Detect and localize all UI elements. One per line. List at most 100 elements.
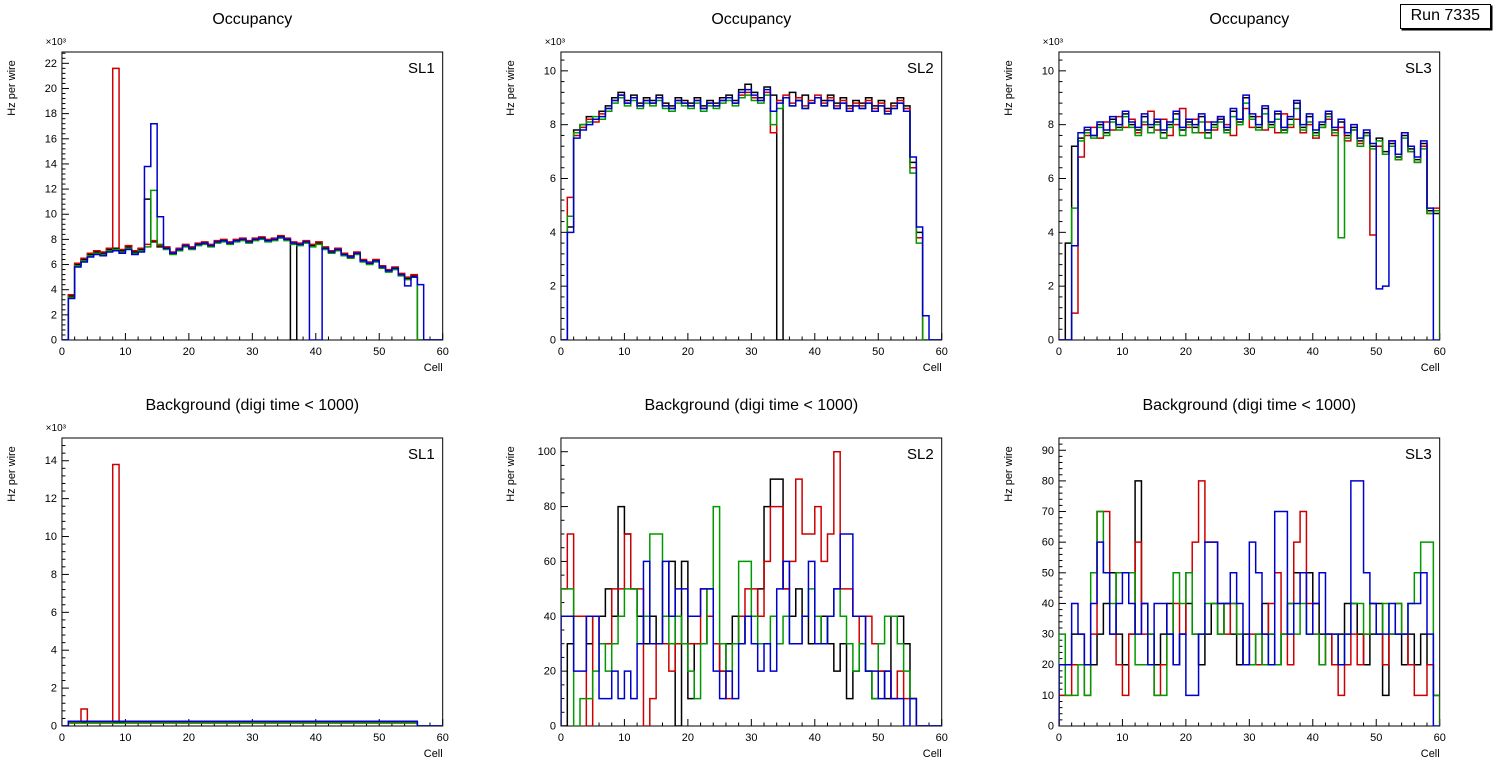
svg-text:6: 6: [550, 173, 556, 185]
svg-text:0: 0: [59, 732, 65, 744]
svg-text:6: 6: [51, 259, 57, 271]
series-red: [1059, 107, 1441, 340]
svg-text:Cell: Cell: [922, 748, 941, 760]
svg-text:30: 30: [246, 346, 258, 358]
svg-text:30: 30: [745, 732, 757, 744]
svg-text:10: 10: [1042, 65, 1054, 77]
svg-text:30: 30: [1244, 732, 1256, 744]
svg-text:60: 60: [543, 556, 555, 568]
series-blue: [560, 533, 942, 726]
svg-text:SL3: SL3: [1405, 60, 1432, 77]
svg-text:40: 40: [543, 611, 555, 623]
svg-text:12: 12: [45, 184, 57, 196]
svg-text:40: 40: [1042, 598, 1054, 610]
svg-text:10: 10: [1117, 732, 1129, 744]
svg-text:20: 20: [45, 83, 57, 95]
svg-text:50: 50: [1042, 567, 1054, 579]
svg-text:4: 4: [1048, 227, 1054, 239]
svg-text:10: 10: [1117, 346, 1129, 358]
svg-text:60: 60: [1042, 537, 1054, 549]
series-red: [560, 91, 942, 340]
svg-text:×10³: ×10³: [46, 423, 67, 434]
svg-text:Cell: Cell: [922, 362, 941, 374]
pad-occupancy-sl3: 0 10 20 30 40 50 60 0 2 4 6 8 10 Occupancy SL3 Cell Hz p…: [997, 0, 1496, 386]
run-label-text: Run 7335: [1410, 7, 1480, 24]
svg-text:20: 20: [183, 732, 195, 744]
svg-text:0: 0: [558, 732, 564, 744]
svg-text:20: 20: [1180, 732, 1192, 744]
svg-text:40: 40: [808, 732, 820, 744]
pad-background-sl1: 0 10 20 30 40 50 60 0 2 4 6 8 10 12 14 Background (digi…: [0, 386, 499, 772]
svg-text:Hz per wire: Hz per wire: [6, 60, 18, 116]
svg-text:50: 50: [373, 346, 385, 358]
series-red: [560, 450, 942, 726]
svg-text:10: 10: [618, 346, 630, 358]
svg-text:20: 20: [1042, 659, 1054, 671]
svg-text:10: 10: [543, 65, 555, 77]
svg-text:2: 2: [51, 683, 57, 695]
svg-text:10: 10: [45, 209, 57, 221]
svg-text:60: 60: [1434, 732, 1446, 744]
series-black: [1059, 97, 1441, 340]
svg-text:12: 12: [45, 493, 57, 505]
svg-text:0: 0: [558, 346, 564, 358]
chart-svg-sl1-3: 0 10 20 30 40 50 60 0 2 4 6 8 10 12 14 Background (digi…: [6, 397, 449, 760]
svg-text:2: 2: [1048, 281, 1054, 293]
svg-text:16: 16: [45, 133, 57, 145]
svg-text:SL3: SL3: [1405, 446, 1432, 463]
svg-text:0: 0: [550, 334, 556, 346]
pad-background-sl2: 0 10 20 30 40 50 60 0 20 40 60 80 100 Background (dig…: [499, 386, 998, 772]
svg-text:0: 0: [51, 334, 57, 346]
svg-text:50: 50: [1370, 732, 1382, 744]
svg-text:4: 4: [51, 284, 57, 296]
series-blue: [560, 88, 942, 340]
svg-text:30: 30: [745, 346, 757, 358]
svg-text:×10³: ×10³: [46, 37, 67, 48]
svg-text:Cell: Cell: [1421, 362, 1440, 374]
svg-text:Background (digi time < 1000): Background (digi time < 1000): [146, 397, 360, 414]
svg-text:14: 14: [45, 455, 57, 467]
svg-text:×10³: ×10³: [1043, 37, 1064, 48]
svg-text:20: 20: [1180, 346, 1192, 358]
svg-text:Cell: Cell: [424, 748, 443, 760]
svg-text:10: 10: [119, 732, 131, 744]
svg-text:Cell: Cell: [424, 362, 443, 374]
svg-text:30: 30: [1244, 346, 1256, 358]
chart-svg-sl3-5: 0 10 20 30 40 50 60 0 10 20 30 40 50 60 70 80 90 Backgrou…: [1003, 397, 1446, 760]
svg-text:100: 100: [537, 446, 555, 458]
svg-text:20: 20: [183, 346, 195, 358]
svg-text:18: 18: [45, 108, 57, 120]
svg-text:80: 80: [1042, 475, 1054, 487]
svg-text:10: 10: [45, 531, 57, 543]
chart-svg-sl3-2: 0 10 20 30 40 50 60 0 2 4 6 8 10 Occupancy SL3 Cell Hz p…: [1003, 11, 1446, 374]
svg-text:40: 40: [310, 346, 322, 358]
svg-text:0: 0: [1048, 334, 1054, 346]
run-label-box: Run 7335: [1399, 4, 1491, 29]
svg-text:40: 40: [310, 732, 322, 744]
svg-text:50: 50: [373, 732, 385, 744]
series-green: [61, 722, 443, 726]
chart-svg-sl1-0: 0 10 20 30 40 50 60 0 2 4 6 8 10 12 14 16 18 20 22 Occupanc…: [6, 11, 449, 374]
svg-text:30: 30: [1042, 629, 1054, 641]
svg-text:60: 60: [437, 732, 449, 744]
svg-text:Hz per wire: Hz per wire: [1003, 446, 1015, 502]
svg-text:50: 50: [1370, 346, 1382, 358]
svg-text:SL2: SL2: [907, 446, 934, 463]
chart-svg-sl2-4: 0 10 20 30 40 50 60 0 20 40 60 80 100 Background (dig…: [505, 397, 948, 760]
svg-text:60: 60: [935, 346, 947, 358]
svg-text:20: 20: [543, 666, 555, 678]
svg-text:40: 40: [1307, 732, 1319, 744]
svg-text:SL2: SL2: [907, 60, 934, 77]
series-red: [61, 67, 443, 340]
svg-text:50: 50: [872, 732, 884, 744]
svg-text:0: 0: [1056, 346, 1062, 358]
svg-text:70: 70: [1042, 506, 1054, 518]
svg-text:8: 8: [550, 119, 556, 131]
series-blue: [61, 720, 443, 726]
svg-text:20: 20: [681, 732, 693, 744]
svg-text:8: 8: [1048, 119, 1054, 131]
series-black: [1059, 480, 1441, 726]
svg-text:4: 4: [550, 227, 556, 239]
pad-occupancy-sl2: 0 10 20 30 40 50 60 0 2 4 6 8 10 Occupancy SL2 Cell Hz p…: [499, 0, 998, 386]
